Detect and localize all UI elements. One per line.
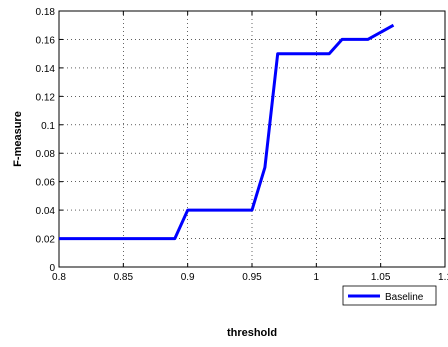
x-tick-label: 0.8 <box>52 272 66 283</box>
x-tick-label: 0.85 <box>114 272 134 283</box>
y-tick-label: 0.04 <box>36 206 56 217</box>
y-tick-label: 0.1 <box>41 121 55 132</box>
y-tick-label: 0.08 <box>36 149 56 160</box>
legend-box <box>342 285 437 306</box>
y-tick-label: 0.06 <box>36 178 56 189</box>
series-group <box>59 23 395 241</box>
series-line-baseline <box>59 23 395 241</box>
x-tick-label: 1 <box>314 272 320 283</box>
y-tick-label: 0.14 <box>36 64 56 75</box>
y-tick-label: 0.16 <box>36 35 56 46</box>
y-tick-label: 0 <box>49 263 55 274</box>
x-tick-label: 1.05 <box>371 272 391 283</box>
x-tick-label: 0.95 <box>242 272 262 283</box>
y-axis-title: F-measure <box>12 111 24 167</box>
x-tick-label: 0.9 <box>181 272 195 283</box>
y-tick-label: 0.02 <box>36 235 56 246</box>
y-tick-label: 0.18 <box>36 7 56 18</box>
x-tick-label: 1.1 <box>438 272 448 283</box>
y-tick-label: 0.12 <box>36 92 56 103</box>
x-axis-title: threshold <box>227 327 277 339</box>
legend-label: Baseline <box>385 292 424 303</box>
grid <box>59 11 445 267</box>
legend: Baseline <box>342 285 437 306</box>
axis-ticks: 0.8 0.85 0.9 0.95 1 1.05 1.1 0 0.02 0.04 0.06 0.08 0… <box>36 7 448 283</box>
